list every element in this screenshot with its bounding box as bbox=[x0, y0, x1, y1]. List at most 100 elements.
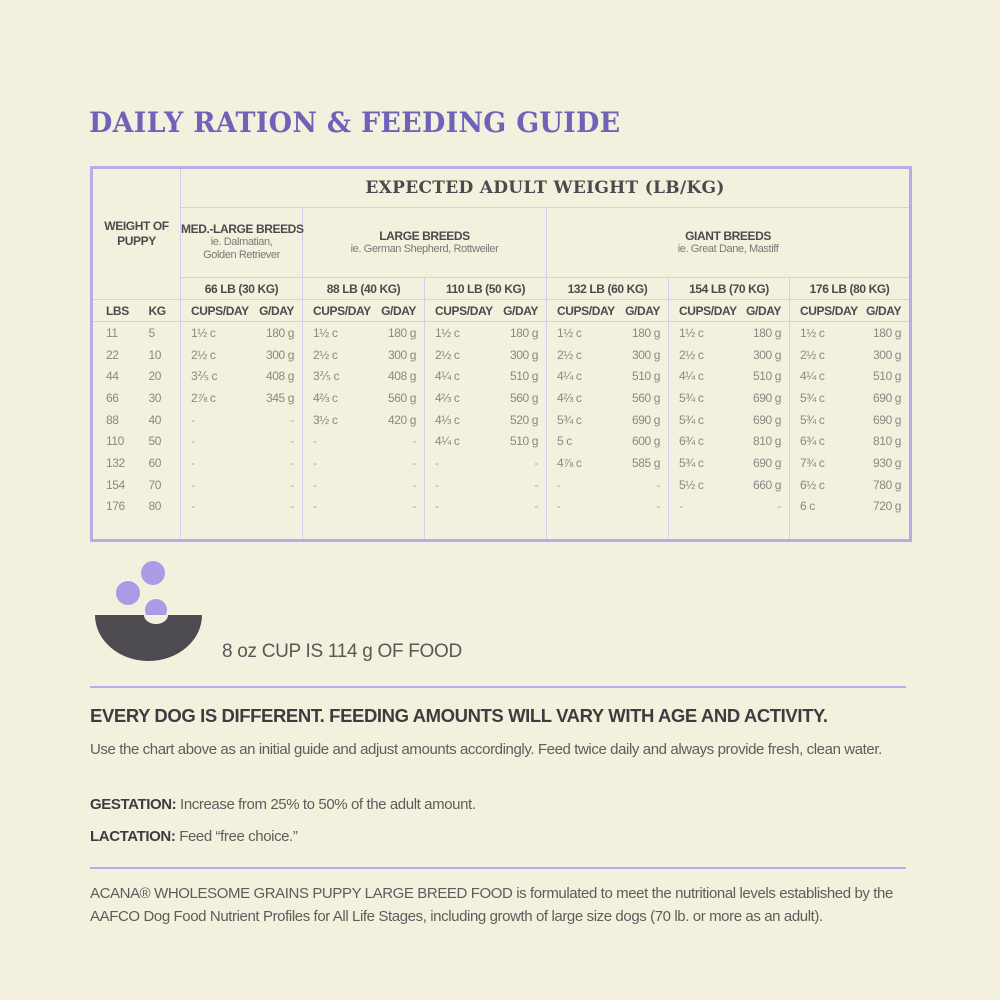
grams-per-day: - bbox=[497, 452, 548, 474]
grams-per-day: - bbox=[619, 473, 670, 496]
grams-per-day: 300 g bbox=[497, 343, 548, 366]
col-kg: KG bbox=[137, 299, 182, 322]
kibble-icon bbox=[116, 581, 140, 605]
grams-per-day: 345 g bbox=[253, 387, 304, 409]
cups-per-day: 1½ c bbox=[789, 321, 863, 344]
puppy-weight-kg: 30 bbox=[137, 387, 182, 409]
grams-per-day: 180 g bbox=[619, 321, 670, 344]
lactation-text: Feed “free choice.” bbox=[175, 828, 298, 845]
cups-per-day: 2½ c bbox=[668, 343, 742, 366]
gestation-text: Increase from 25% to 50% of the adult am… bbox=[176, 796, 476, 813]
cups-per-day: 4⅔ c bbox=[546, 387, 620, 409]
grams-per-day: 600 g bbox=[619, 430, 670, 453]
cups-per-day: 5¾ c bbox=[668, 452, 742, 474]
puppy-weight-lbs: 66 bbox=[91, 387, 138, 409]
grams-per-day: - bbox=[253, 452, 304, 474]
cups-per-day: 1½ c bbox=[180, 321, 254, 344]
cups-per-day: 1½ c bbox=[302, 321, 376, 344]
cups-per-day: 5¾ c bbox=[789, 408, 863, 431]
col-cups-day: CUPS/DAY bbox=[546, 299, 620, 322]
cups-per-day: 2½ c bbox=[302, 343, 376, 366]
cups-per-day: - bbox=[180, 452, 254, 474]
col-cups-day: CUPS/DAY bbox=[668, 299, 742, 322]
grams-per-day: 510 g bbox=[619, 365, 670, 388]
grams-per-day: 560 g bbox=[497, 387, 548, 409]
grams-per-day: 720 g bbox=[862, 495, 912, 518]
cups-per-day: - bbox=[180, 430, 254, 453]
grams-per-day: 180 g bbox=[497, 321, 548, 344]
lactation-line: LACTATION: Feed “free choice.” bbox=[90, 826, 910, 848]
cups-per-day: 5 c bbox=[546, 430, 620, 453]
cups-per-day: 4⅓ c bbox=[424, 408, 498, 431]
cups-per-day: 4⅔ c bbox=[424, 387, 498, 409]
cups-per-day: 7¾ c bbox=[789, 452, 863, 474]
notice-heading: EVERY DOG IS DIFFERENT. FEEDING AMOUNTS … bbox=[90, 705, 828, 726]
cups-per-day: 3⅖ c bbox=[302, 365, 376, 388]
cups-per-day: - bbox=[180, 473, 254, 496]
grams-per-day: - bbox=[253, 430, 304, 453]
breed-name: GIANT BREEDS bbox=[685, 228, 771, 243]
grams-per-day: 780 g bbox=[862, 473, 912, 496]
puppy-weight-kg: 40 bbox=[137, 408, 182, 431]
grams-per-day: - bbox=[253, 408, 304, 431]
grams-per-day: 408 g bbox=[253, 365, 304, 388]
grams-per-day: 690 g bbox=[862, 387, 912, 409]
grams-per-day: 560 g bbox=[619, 387, 670, 409]
cups-per-day: 4¼ c bbox=[424, 430, 498, 453]
grams-per-day: 300 g bbox=[253, 343, 304, 366]
col-g-day: G/DAY bbox=[862, 299, 912, 322]
grams-per-day: 510 g bbox=[862, 365, 912, 388]
adult-weight-header: 176 LB (80 KG) bbox=[789, 277, 912, 300]
cups-per-day: 1½ c bbox=[668, 321, 742, 344]
grams-per-day: 300 g bbox=[619, 343, 670, 366]
divider bbox=[90, 686, 906, 688]
cups-per-day: 5¾ c bbox=[789, 387, 863, 409]
grams-per-day: - bbox=[741, 495, 791, 518]
breed-name: LARGE BREEDS bbox=[379, 228, 470, 243]
cups-per-day: 6¾ c bbox=[668, 430, 742, 453]
table-row: 132 60- - - - - -4⅞ c 585 g 5¾ c 690 g 7¾ c 930 g bbox=[91, 452, 912, 474]
col-g-day: G/DAY bbox=[497, 299, 548, 322]
grams-per-day: 660 g bbox=[741, 473, 791, 496]
cups-per-day: 1½ c bbox=[546, 321, 620, 344]
cups-per-day: 5¾ c bbox=[546, 408, 620, 431]
gestation-line: GESTATION: Increase from 25% to 50% of t… bbox=[90, 794, 910, 816]
cups-per-day: - bbox=[424, 495, 498, 518]
cups-per-day: 2½ c bbox=[546, 343, 620, 366]
grams-per-day: 180 g bbox=[253, 321, 304, 344]
grams-per-day: 930 g bbox=[862, 452, 912, 474]
grams-per-day: 690 g bbox=[741, 387, 791, 409]
grams-per-day: 180 g bbox=[741, 321, 791, 344]
table-row: 22 10 2½ c 300 g 2½ c 300 g 2½ c 300 g 2½ c 300 g… bbox=[91, 343, 912, 366]
grams-per-day: - bbox=[619, 495, 670, 518]
cups-per-day: 4⅔ c bbox=[302, 387, 376, 409]
bowl-icon bbox=[95, 615, 202, 661]
page-title: DAILY RATION & FEEDING GUIDE bbox=[89, 106, 621, 139]
grams-per-day: 180 g bbox=[375, 321, 426, 344]
puppy-weight-kg: 50 bbox=[137, 430, 182, 453]
col-lbs: LBS bbox=[91, 299, 138, 322]
col-g-day: G/DAY bbox=[253, 299, 304, 322]
cups-per-day: 2½ c bbox=[424, 343, 498, 366]
cups-per-day: 4¼ c bbox=[424, 365, 498, 388]
cups-per-day: 2½ c bbox=[180, 343, 254, 366]
cups-per-day: 3⅖ c bbox=[180, 365, 254, 388]
cups-per-day: 5¾ c bbox=[668, 408, 742, 431]
puppy-weight-kg: 5 bbox=[137, 321, 182, 344]
breed-example: ie. Great Dane, Mastiff bbox=[677, 242, 779, 255]
grams-per-day: 180 g bbox=[862, 321, 912, 344]
breed-example: ie. German Shepherd, Rottweiler bbox=[350, 242, 499, 255]
puppy-weight-lbs: 132 bbox=[91, 452, 138, 474]
weight-of-puppy-header: WEIGHT OF PUPPY bbox=[90, 167, 182, 300]
grams-per-day: - bbox=[253, 495, 304, 518]
cups-per-day: - bbox=[302, 495, 376, 518]
cups-per-day: - bbox=[424, 473, 498, 496]
cups-per-day: - bbox=[180, 495, 254, 518]
adult-weight-header: 66 LB (30 KG) bbox=[180, 277, 304, 300]
grams-per-day: 300 g bbox=[375, 343, 426, 366]
cups-per-day: - bbox=[302, 473, 376, 496]
expected-adult-weight-header: EXPECTED ADULT WEIGHT (LB/KG) bbox=[180, 167, 912, 208]
grams-per-day: 300 g bbox=[862, 343, 912, 366]
cups-per-day: - bbox=[546, 495, 620, 518]
